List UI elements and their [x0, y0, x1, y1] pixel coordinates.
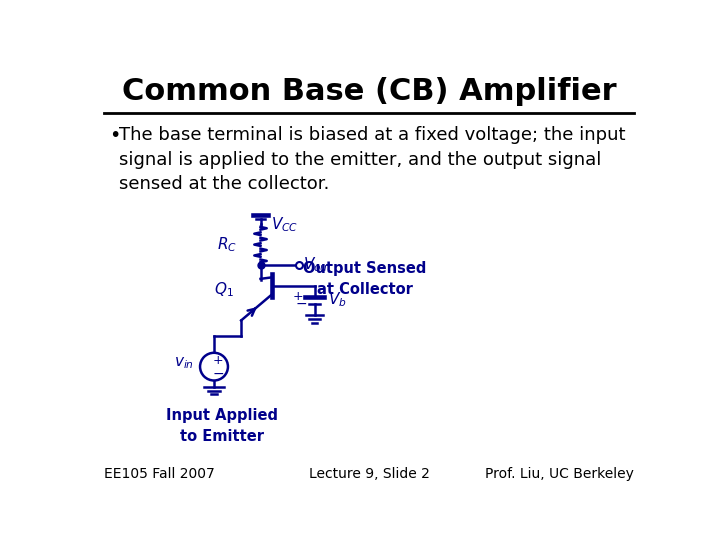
Text: Output Sensed
at Collector: Output Sensed at Collector: [303, 261, 427, 297]
Text: Prof. Liu, UC Berkeley: Prof. Liu, UC Berkeley: [485, 468, 634, 482]
Text: •: •: [109, 126, 121, 145]
Text: $Q_1$: $Q_1$: [214, 280, 233, 299]
Text: $R_C$: $R_C$: [217, 235, 238, 254]
Text: $V_{CC}$: $V_{CC}$: [271, 215, 299, 234]
Text: −: −: [212, 367, 224, 381]
Text: $V_{out}$: $V_{out}$: [303, 255, 333, 274]
Text: $V_b$: $V_b$: [328, 291, 346, 309]
Text: EE105 Fall 2007: EE105 Fall 2007: [104, 468, 215, 482]
Text: −: −: [295, 297, 307, 311]
Text: The base terminal is biased at a fixed voltage; the input
signal is applied to t: The base terminal is biased at a fixed v…: [120, 126, 626, 193]
Text: Input Applied
to Emitter: Input Applied to Emitter: [166, 408, 278, 444]
Text: +: +: [212, 354, 223, 367]
Text: +: +: [292, 290, 303, 303]
Text: Common Base (CB) Amplifier: Common Base (CB) Amplifier: [122, 77, 616, 106]
Text: $v_{in}$: $v_{in}$: [174, 355, 194, 370]
Text: Lecture 9, Slide 2: Lecture 9, Slide 2: [309, 468, 429, 482]
